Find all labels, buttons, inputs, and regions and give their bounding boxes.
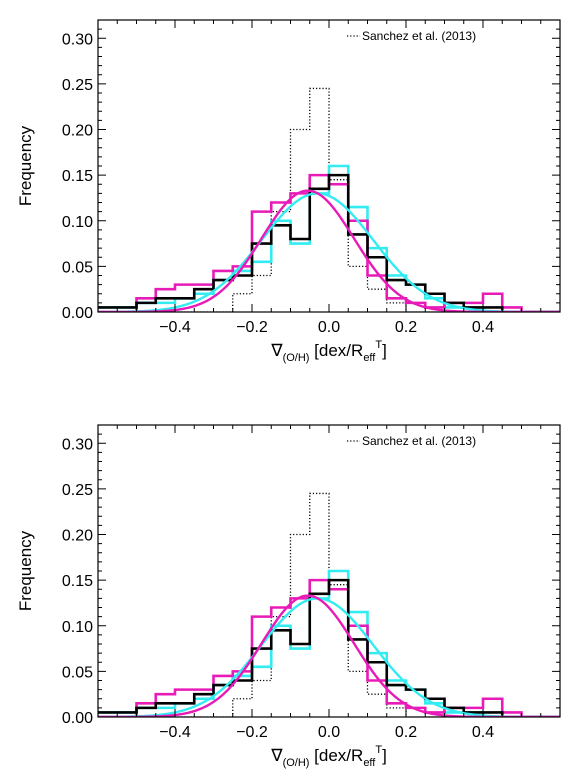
y-axis-title: Frequency (16, 125, 35, 206)
x-tick-label: 0.4 (472, 319, 494, 336)
histogram-black (98, 578, 560, 717)
x-tick-label: −0.2 (236, 724, 268, 741)
x-tick-label: 0.0 (318, 319, 340, 336)
y-tick-label: 0.25 (62, 77, 93, 94)
x-axis-title-part: (O/H) (283, 352, 310, 364)
plot-area (98, 87, 560, 312)
y-tick-label: 0.20 (62, 123, 93, 140)
x-axis-title-part: T (375, 339, 382, 351)
x-tick-label: 0.4 (472, 724, 494, 741)
x-axis-title-part: eff (363, 352, 376, 364)
x-axis-title: ∇(O/H) [dex/ReffT] (270, 744, 387, 769)
x-axis-title-part: ∇ (270, 341, 283, 360)
y-tick-label: 0.30 (62, 31, 93, 48)
x-axis-title-part: eff (363, 757, 376, 769)
histogram-black (98, 173, 560, 312)
y-tick-label: 0.05 (62, 664, 93, 681)
y-tick-label: 0.05 (62, 259, 93, 276)
y-tick-label: 0.15 (62, 573, 93, 590)
chart-panel-1: −0.4 −0.2 0.0 0.2 0.4 0.00 0.05 0.10 0.15 0.20 0.2… (16, 19, 561, 364)
y-tick-label: 0.25 (62, 482, 93, 499)
y-tick-label: 0.20 (62, 528, 93, 545)
x-tick-label: −0.4 (159, 319, 191, 336)
y-tick-label: 0.10 (62, 214, 93, 231)
y-axis-title: Frequency (16, 530, 35, 611)
x-axis-title-part: ] (382, 746, 387, 765)
legend-label: Sanchez et al. (2013) (362, 29, 476, 43)
y-tick-label: 0.00 (62, 710, 93, 727)
y-tick-label: 0.00 (62, 305, 93, 322)
chart-panel-2: −0.4 −0.2 0.0 0.2 0.4 0.00 0.05 0.10 0.15 0.20 0.2… (16, 424, 561, 769)
x-axis-title-part: ] (382, 341, 387, 360)
x-axis-title-part: (O/H) (283, 757, 310, 769)
y-tick-label: 0.30 (62, 436, 93, 453)
x-axis-title-part: [dex/R (309, 341, 363, 360)
x-tick-label: 0.0 (318, 724, 340, 741)
legend-label: Sanchez et al. (2013) (362, 434, 476, 448)
y-tick-label: 0.15 (62, 168, 93, 185)
x-tick-label: −0.2 (236, 319, 268, 336)
histogram-reference-dotted (98, 87, 560, 312)
plot-area (98, 492, 560, 717)
histogram-reference-dotted (98, 492, 560, 717)
x-tick-label: −0.4 (159, 724, 191, 741)
x-axis-title-part: T (375, 744, 382, 756)
x-tick-label: 0.2 (395, 724, 417, 741)
x-axis-title: ∇(O/H) [dex/ReffT] (270, 339, 387, 364)
x-tick-label: 0.2 (395, 319, 417, 336)
x-axis-title-part: [dex/R (309, 746, 363, 765)
x-axis-title-part: ∇ (270, 746, 283, 765)
y-tick-label: 0.10 (62, 619, 93, 636)
